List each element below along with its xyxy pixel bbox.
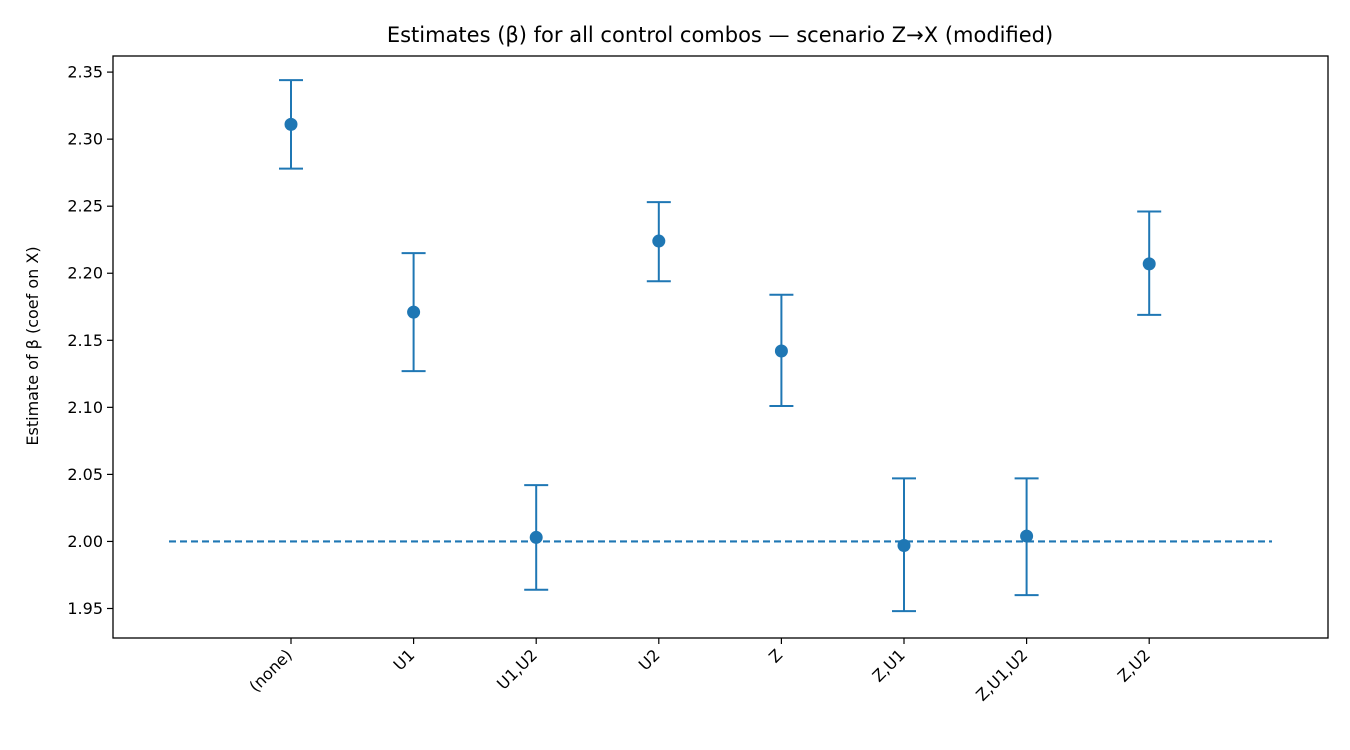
plot-area: 1.95 2.00 2.05 2.10 2.15 2.20 2.25 2.30 2.35 (non… <box>67 55 1329 705</box>
y-tick-label: 2.05 <box>67 465 103 484</box>
y-tick-label: 2.25 <box>67 197 103 216</box>
y-tick-label: 2.10 <box>67 398 103 417</box>
x-tick-label: Z <box>765 645 786 666</box>
data-point <box>897 538 911 552</box>
y-tick-label: 1.95 <box>67 599 103 618</box>
data-point <box>652 234 666 248</box>
x-tick-label: U1,U2 <box>493 645 541 693</box>
x-tick-label: Z,U1 <box>869 645 909 685</box>
x-tick-label: Z,U2 <box>1114 645 1154 685</box>
chart-title: Estimates (β) for all control combos — s… <box>387 23 1053 47</box>
y-tick-label: 2.35 <box>67 63 103 82</box>
axes-frame <box>112 55 1329 639</box>
x-tick-label: U1 <box>390 645 419 674</box>
x-tick-label: (none) <box>245 645 295 695</box>
data-point <box>1142 257 1156 271</box>
y-tick-label: 2.30 <box>67 130 103 149</box>
y-axis-label: Estimate of β (coef on X) <box>23 246 42 445</box>
data-point <box>774 344 788 358</box>
y-tick-label: 2.15 <box>67 331 103 350</box>
y-tick-label: 2.20 <box>67 264 103 283</box>
y-tick-label: 2.00 <box>67 532 103 551</box>
data-point <box>407 305 421 319</box>
x-tick-label: Z,U1,U2 <box>972 645 1031 704</box>
data-point <box>284 117 298 131</box>
x-tick-label: U2 <box>635 645 664 674</box>
data-point <box>1020 529 1034 543</box>
data-point <box>529 530 543 544</box>
